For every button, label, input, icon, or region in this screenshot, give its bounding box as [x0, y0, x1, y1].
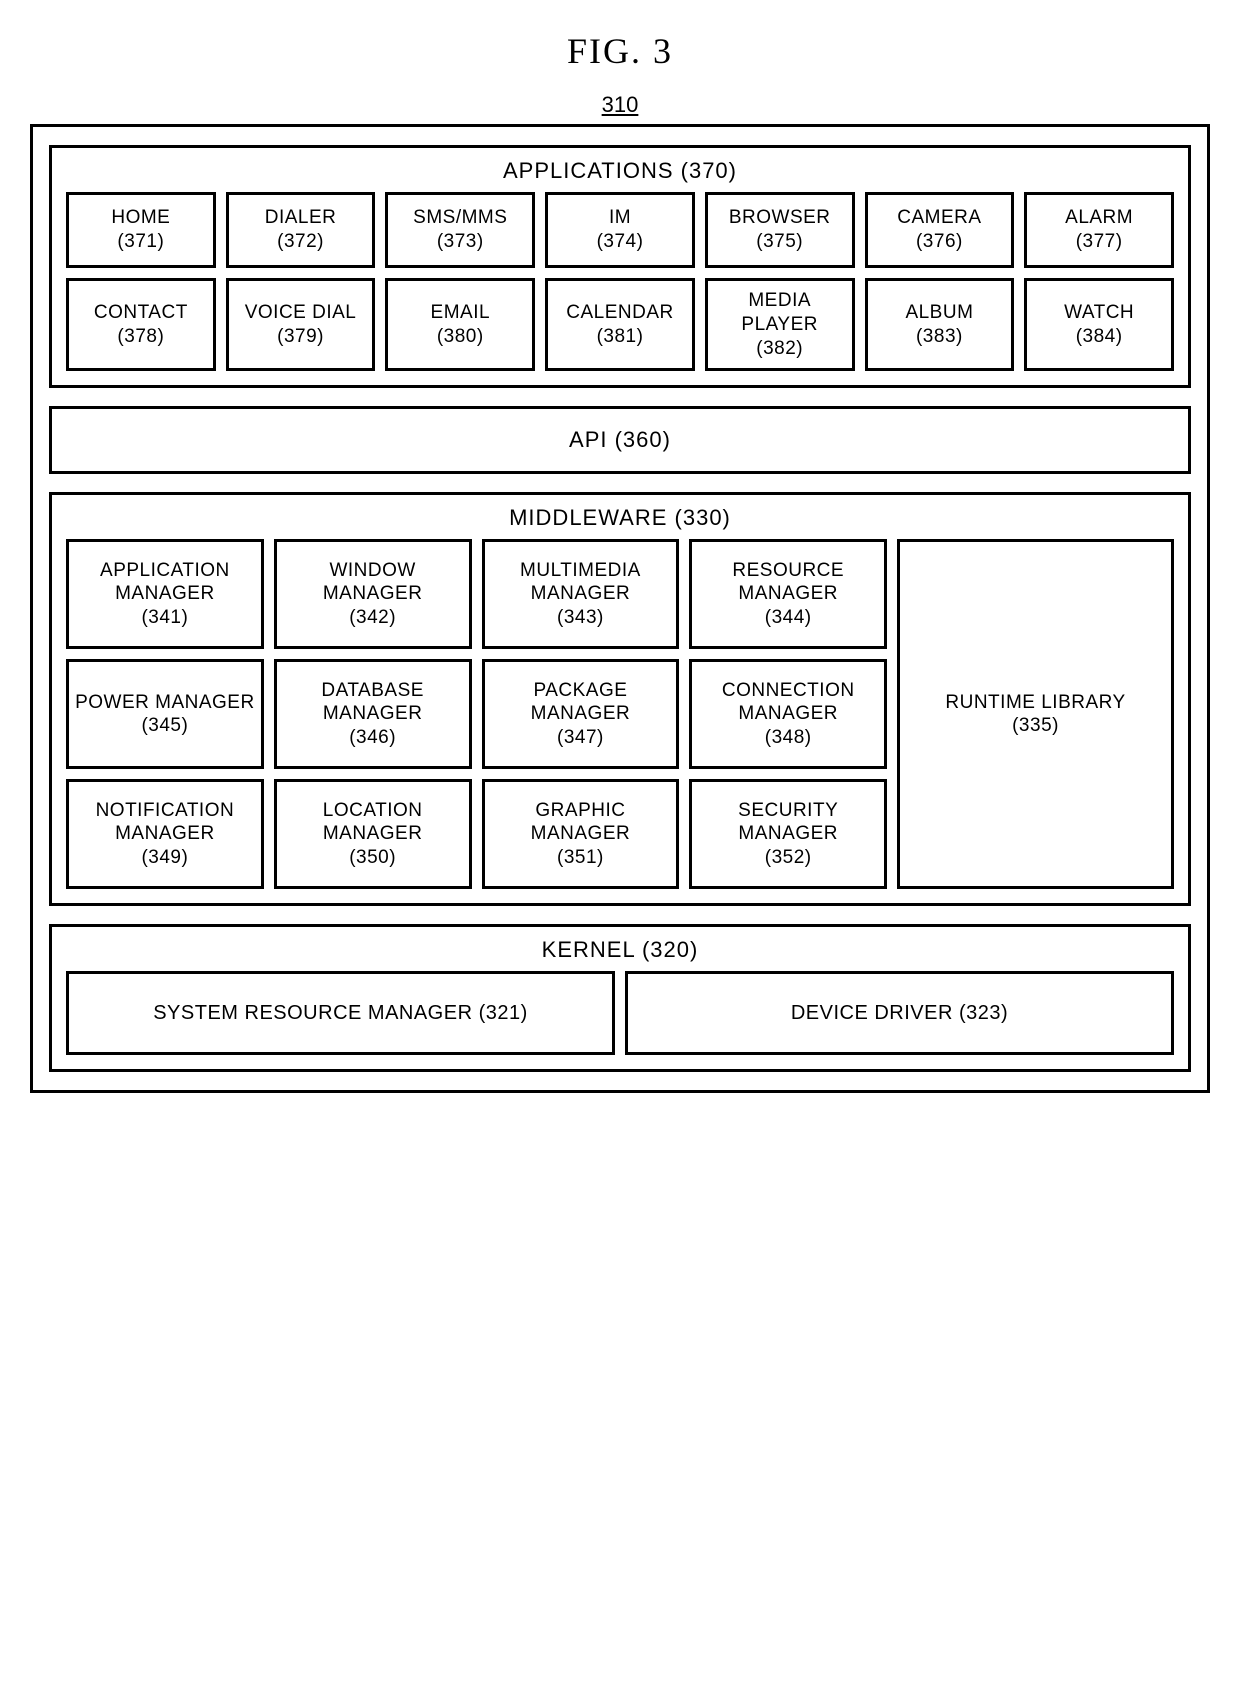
applications-grid: HOME(371) DIALER(372) SMS/MMS(373) IM(37…	[66, 192, 1174, 371]
app-calendar: CALENDAR(381)	[545, 278, 695, 371]
applications-title: APPLICATIONS (370)	[66, 158, 1174, 184]
api-layer: API (360)	[49, 406, 1191, 474]
app-sms-mms: SMS/MMS(373)	[385, 192, 535, 268]
mgr-package: PACKAGE MANAGER(347)	[482, 659, 680, 769]
app-alarm: ALARM(377)	[1024, 192, 1174, 268]
mgr-notification: NOTIFICATION MANAGER(349)	[66, 779, 264, 889]
middleware-grid: APPLICATION MANAGER(341) WINDOW MANAGER(…	[66, 539, 1174, 889]
mgr-database: DATABASE MANAGER(346)	[274, 659, 472, 769]
applications-layer: APPLICATIONS (370) HOME(371) DIALER(372)…	[49, 145, 1191, 388]
kernel-title: KERNEL (320)	[66, 937, 1174, 963]
app-contact: CONTACT(378)	[66, 278, 216, 371]
kernel-system-resource-manager: SYSTEM RESOURCE MANAGER (321)	[66, 971, 615, 1055]
kernel-device-driver: DEVICE DRIVER (323)	[625, 971, 1174, 1055]
middleware-layer: MIDDLEWARE (330) APPLICATION MANAGER(341…	[49, 492, 1191, 906]
app-watch: WATCH(384)	[1024, 278, 1174, 371]
app-home: HOME(371)	[66, 192, 216, 268]
outer-reference-number: 310	[30, 92, 1210, 118]
mgr-application: APPLICATION MANAGER(341)	[66, 539, 264, 649]
app-email: EMAIL(380)	[385, 278, 535, 371]
app-media-player: MEDIA PLAYER(382)	[705, 278, 855, 371]
mgr-window: WINDOW MANAGER(342)	[274, 539, 472, 649]
mgr-location: LOCATION MANAGER(350)	[274, 779, 472, 889]
mgr-security: SECURITY MANAGER(352)	[689, 779, 887, 889]
app-im: IM(374)	[545, 192, 695, 268]
app-album: ALBUM(383)	[865, 278, 1015, 371]
figure-title: FIG. 3	[30, 30, 1210, 72]
app-camera: CAMERA(376)	[865, 192, 1015, 268]
mgr-connection: CONNECTION MANAGER(348)	[689, 659, 887, 769]
mgr-graphic: GRAPHIC MANAGER(351)	[482, 779, 680, 889]
runtime-library: RUNTIME LIBRARY(335)	[897, 539, 1174, 889]
kernel-layer: KERNEL (320) SYSTEM RESOURCE MANAGER (32…	[49, 924, 1191, 1072]
mgr-multimedia: MULTIMEDIA MANAGER(343)	[482, 539, 680, 649]
middleware-title: MIDDLEWARE (330)	[66, 505, 1174, 531]
architecture-outer-box: APPLICATIONS (370) HOME(371) DIALER(372)…	[30, 124, 1210, 1093]
kernel-grid: SYSTEM RESOURCE MANAGER (321) DEVICE DRI…	[66, 971, 1174, 1055]
mgr-power: POWER MANAGER(345)	[66, 659, 264, 769]
app-browser: BROWSER(375)	[705, 192, 855, 268]
mgr-resource: RESOURCE MANAGER(344)	[689, 539, 887, 649]
app-dialer: DIALER(372)	[226, 192, 376, 268]
app-voice-dial: VOICE DIAL(379)	[226, 278, 376, 371]
